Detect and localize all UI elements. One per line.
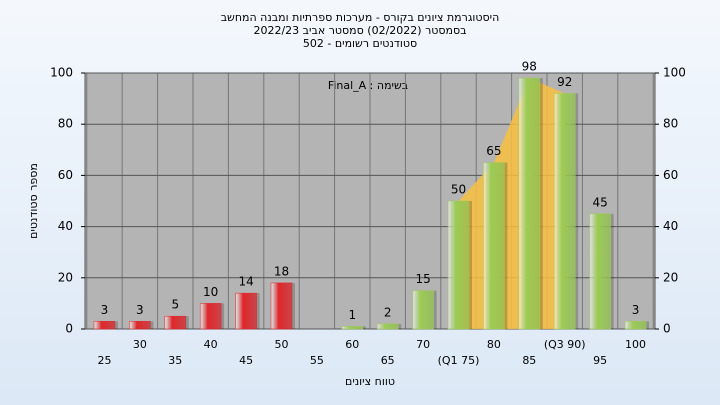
data-label: 92 <box>557 75 572 89</box>
data-label: 2 <box>384 305 392 319</box>
data-label: 5 <box>171 298 179 312</box>
data-label: 50 <box>451 183 466 197</box>
data-label: 3 <box>101 303 109 317</box>
data-label: 45 <box>592 195 607 209</box>
bar <box>164 315 187 330</box>
bar <box>624 321 647 330</box>
bar <box>270 282 293 330</box>
x-tick-label: (Q1 75) <box>438 354 480 367</box>
bar <box>483 162 505 330</box>
bar <box>553 93 576 330</box>
data-label: 14 <box>238 275 253 289</box>
data-label: 15 <box>415 272 430 286</box>
bar <box>412 290 434 330</box>
data-label: 10 <box>203 285 218 299</box>
x-tick-label: 60 <box>345 338 359 351</box>
y2-tick-label: 60 <box>663 168 678 182</box>
x-tick-label: 95 <box>593 354 607 367</box>
x-tick-label: 30 <box>133 338 147 351</box>
x-tick-label: 65 <box>381 354 395 367</box>
x-tick-label: 40 <box>204 338 218 351</box>
bar <box>589 213 611 330</box>
bar <box>447 200 470 330</box>
data-label: 98 <box>522 60 537 74</box>
bar <box>341 326 364 330</box>
y2-tick-label: 0 <box>663 322 671 336</box>
x-tick-label: 35 <box>168 354 182 367</box>
y2-tick-label: 100 <box>663 66 686 80</box>
data-label: 65 <box>486 144 501 158</box>
x-tick-label: 45 <box>239 354 253 367</box>
x-tick-label: 55 <box>310 354 324 367</box>
y-tick-label: 20 <box>58 270 73 284</box>
x-tick-label: 80 <box>487 338 501 351</box>
x-tick-label: 25 <box>97 354 111 367</box>
bar <box>518 77 541 330</box>
title-line: סטודנטים רשומים - 502 <box>303 37 417 50</box>
data-label: 3 <box>136 303 144 317</box>
y-tick-label: 0 <box>65 322 73 336</box>
annotation: Final_A : בשימה <box>328 79 408 92</box>
y2-tick-label: 20 <box>663 270 678 284</box>
bar <box>376 323 399 330</box>
y-tick-label: 100 <box>50 66 73 80</box>
data-label: 1 <box>348 308 356 322</box>
x-axis-label: טווח ציונים <box>345 375 395 388</box>
y-tick-label: 60 <box>58 168 73 182</box>
data-label: 3 <box>632 303 640 317</box>
y-axis-label: מספר סטודנטים <box>27 163 40 239</box>
x-tick-label: 85 <box>522 354 536 367</box>
y2-tick-label: 80 <box>663 117 678 131</box>
bar <box>235 292 257 330</box>
x-tick-label: 70 <box>416 338 430 351</box>
x-tick-label: 100 <box>625 338 646 351</box>
bar <box>93 321 116 330</box>
title-line: היסטוגרמת ציונים בקורס - מערכות ספרתיות … <box>221 11 500 24</box>
bar <box>129 321 151 330</box>
x-tick-label: 50 <box>274 338 288 351</box>
title-line: בסמסטר (02/2022) סמסטר אביב 2022/23 <box>253 24 466 37</box>
x-tick-label: (Q3 90) <box>544 338 586 351</box>
y-tick-label: 40 <box>58 219 73 233</box>
y-tick-label: 80 <box>58 117 73 131</box>
y2-tick-label: 40 <box>663 219 678 233</box>
data-label: 18 <box>274 264 289 278</box>
bar <box>199 303 222 330</box>
